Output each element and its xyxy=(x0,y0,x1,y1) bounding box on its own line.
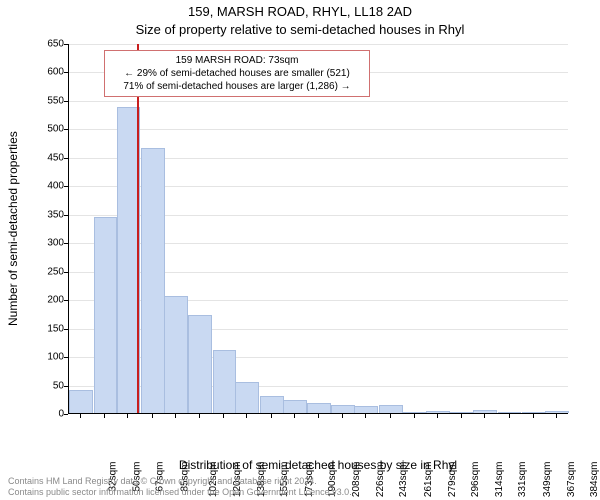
histogram-bar xyxy=(522,412,546,413)
y-tick-mark xyxy=(64,44,68,45)
histogram-bar xyxy=(403,412,427,413)
histogram-bar xyxy=(450,412,474,413)
y-tick-mark xyxy=(64,215,68,216)
footer-line2: Contains public sector information licen… xyxy=(8,487,352,498)
y-tick-label: 550 xyxy=(4,95,64,106)
y-tick-label: 650 xyxy=(4,39,64,50)
y-tick-label: 250 xyxy=(4,266,64,277)
x-tick-mark xyxy=(175,414,176,418)
chart-container: 159, MARSH ROAD, RHYL, LL18 2AD Size of … xyxy=(0,0,600,500)
histogram-bar xyxy=(498,412,522,413)
y-tick-label: 300 xyxy=(4,238,64,249)
y-tick-mark xyxy=(64,243,68,244)
x-tick-mark xyxy=(80,414,81,418)
histogram-bar xyxy=(164,296,188,413)
histogram-bar xyxy=(94,217,118,413)
x-tick-mark xyxy=(152,414,153,418)
y-tick-mark xyxy=(64,300,68,301)
x-tick-label: 384sqm xyxy=(589,462,600,498)
histogram-bar xyxy=(69,390,93,413)
histogram-bar xyxy=(545,411,569,413)
page-title: 159, MARSH ROAD, RHYL, LL18 2AD xyxy=(0,4,600,19)
y-tick-label: 400 xyxy=(4,181,64,192)
x-tick-mark xyxy=(199,414,200,418)
y-tick-mark xyxy=(64,129,68,130)
y-tick-mark xyxy=(64,186,68,187)
y-tick-mark xyxy=(64,72,68,73)
y-tick-mark xyxy=(64,357,68,358)
x-tick-mark xyxy=(461,414,462,418)
x-tick-mark xyxy=(246,414,247,418)
y-tick-mark xyxy=(64,414,68,415)
x-tick-mark xyxy=(318,414,319,418)
histogram-bar xyxy=(354,406,378,413)
marker-line xyxy=(137,44,139,413)
histogram-bar xyxy=(260,396,284,413)
y-tick-label: 150 xyxy=(4,323,64,334)
info-box-line1: 159 MARSH ROAD: 73sqm xyxy=(111,54,363,67)
y-tick-label: 600 xyxy=(4,67,64,78)
x-tick-mark xyxy=(484,414,485,418)
x-tick-mark xyxy=(104,414,105,418)
y-tick-mark xyxy=(64,272,68,273)
y-tick-mark xyxy=(64,329,68,330)
x-tick-mark xyxy=(271,414,272,418)
footer-line1: Contains HM Land Registry data © Crown c… xyxy=(8,476,352,487)
info-box: 159 MARSH ROAD: 73sqm ← 29% of semi-deta… xyxy=(104,50,370,97)
y-tick-label: 450 xyxy=(4,152,64,163)
y-tick-label: 0 xyxy=(4,409,64,420)
y-tick-label: 50 xyxy=(4,380,64,391)
x-tick-mark xyxy=(390,414,391,418)
y-tick-label: 500 xyxy=(4,124,64,135)
y-tick-mark xyxy=(64,386,68,387)
gridline-h xyxy=(69,101,568,102)
x-tick-mark xyxy=(437,414,438,418)
histogram-bar xyxy=(331,405,355,413)
x-tick-mark xyxy=(127,414,128,418)
histogram-bar xyxy=(426,411,450,413)
histogram-bar xyxy=(188,315,212,413)
x-tick-mark xyxy=(556,414,557,418)
y-tick-label: 200 xyxy=(4,295,64,306)
histogram-bar xyxy=(379,405,403,413)
info-box-line3: 71% of semi-detached houses are larger (… xyxy=(111,80,363,93)
x-tick-mark xyxy=(365,414,366,418)
histogram-bar xyxy=(213,350,237,413)
x-tick-mark xyxy=(223,414,224,418)
histogram-bar xyxy=(473,410,497,413)
x-tick-mark xyxy=(414,414,415,418)
page-subtitle: Size of property relative to semi-detach… xyxy=(0,22,600,37)
x-tick-mark xyxy=(342,414,343,418)
x-tick-mark xyxy=(294,414,295,418)
gridline-h xyxy=(69,44,568,45)
plot-area xyxy=(68,44,568,414)
histogram-bar xyxy=(307,403,331,413)
footer: Contains HM Land Registry data © Crown c… xyxy=(8,476,352,498)
histogram-bar xyxy=(283,400,307,413)
histogram-bar xyxy=(141,148,165,413)
y-tick-mark xyxy=(64,158,68,159)
histogram-bar xyxy=(235,382,259,413)
y-tick-mark xyxy=(64,101,68,102)
y-tick-label: 100 xyxy=(4,352,64,363)
y-tick-label: 350 xyxy=(4,209,64,220)
x-tick-mark xyxy=(509,414,510,418)
x-axis-label: Distribution of semi-detached houses by … xyxy=(68,458,568,472)
gridline-h xyxy=(69,129,568,130)
x-tick-mark xyxy=(533,414,534,418)
info-box-line2: ← 29% of semi-detached houses are smalle… xyxy=(111,67,363,80)
